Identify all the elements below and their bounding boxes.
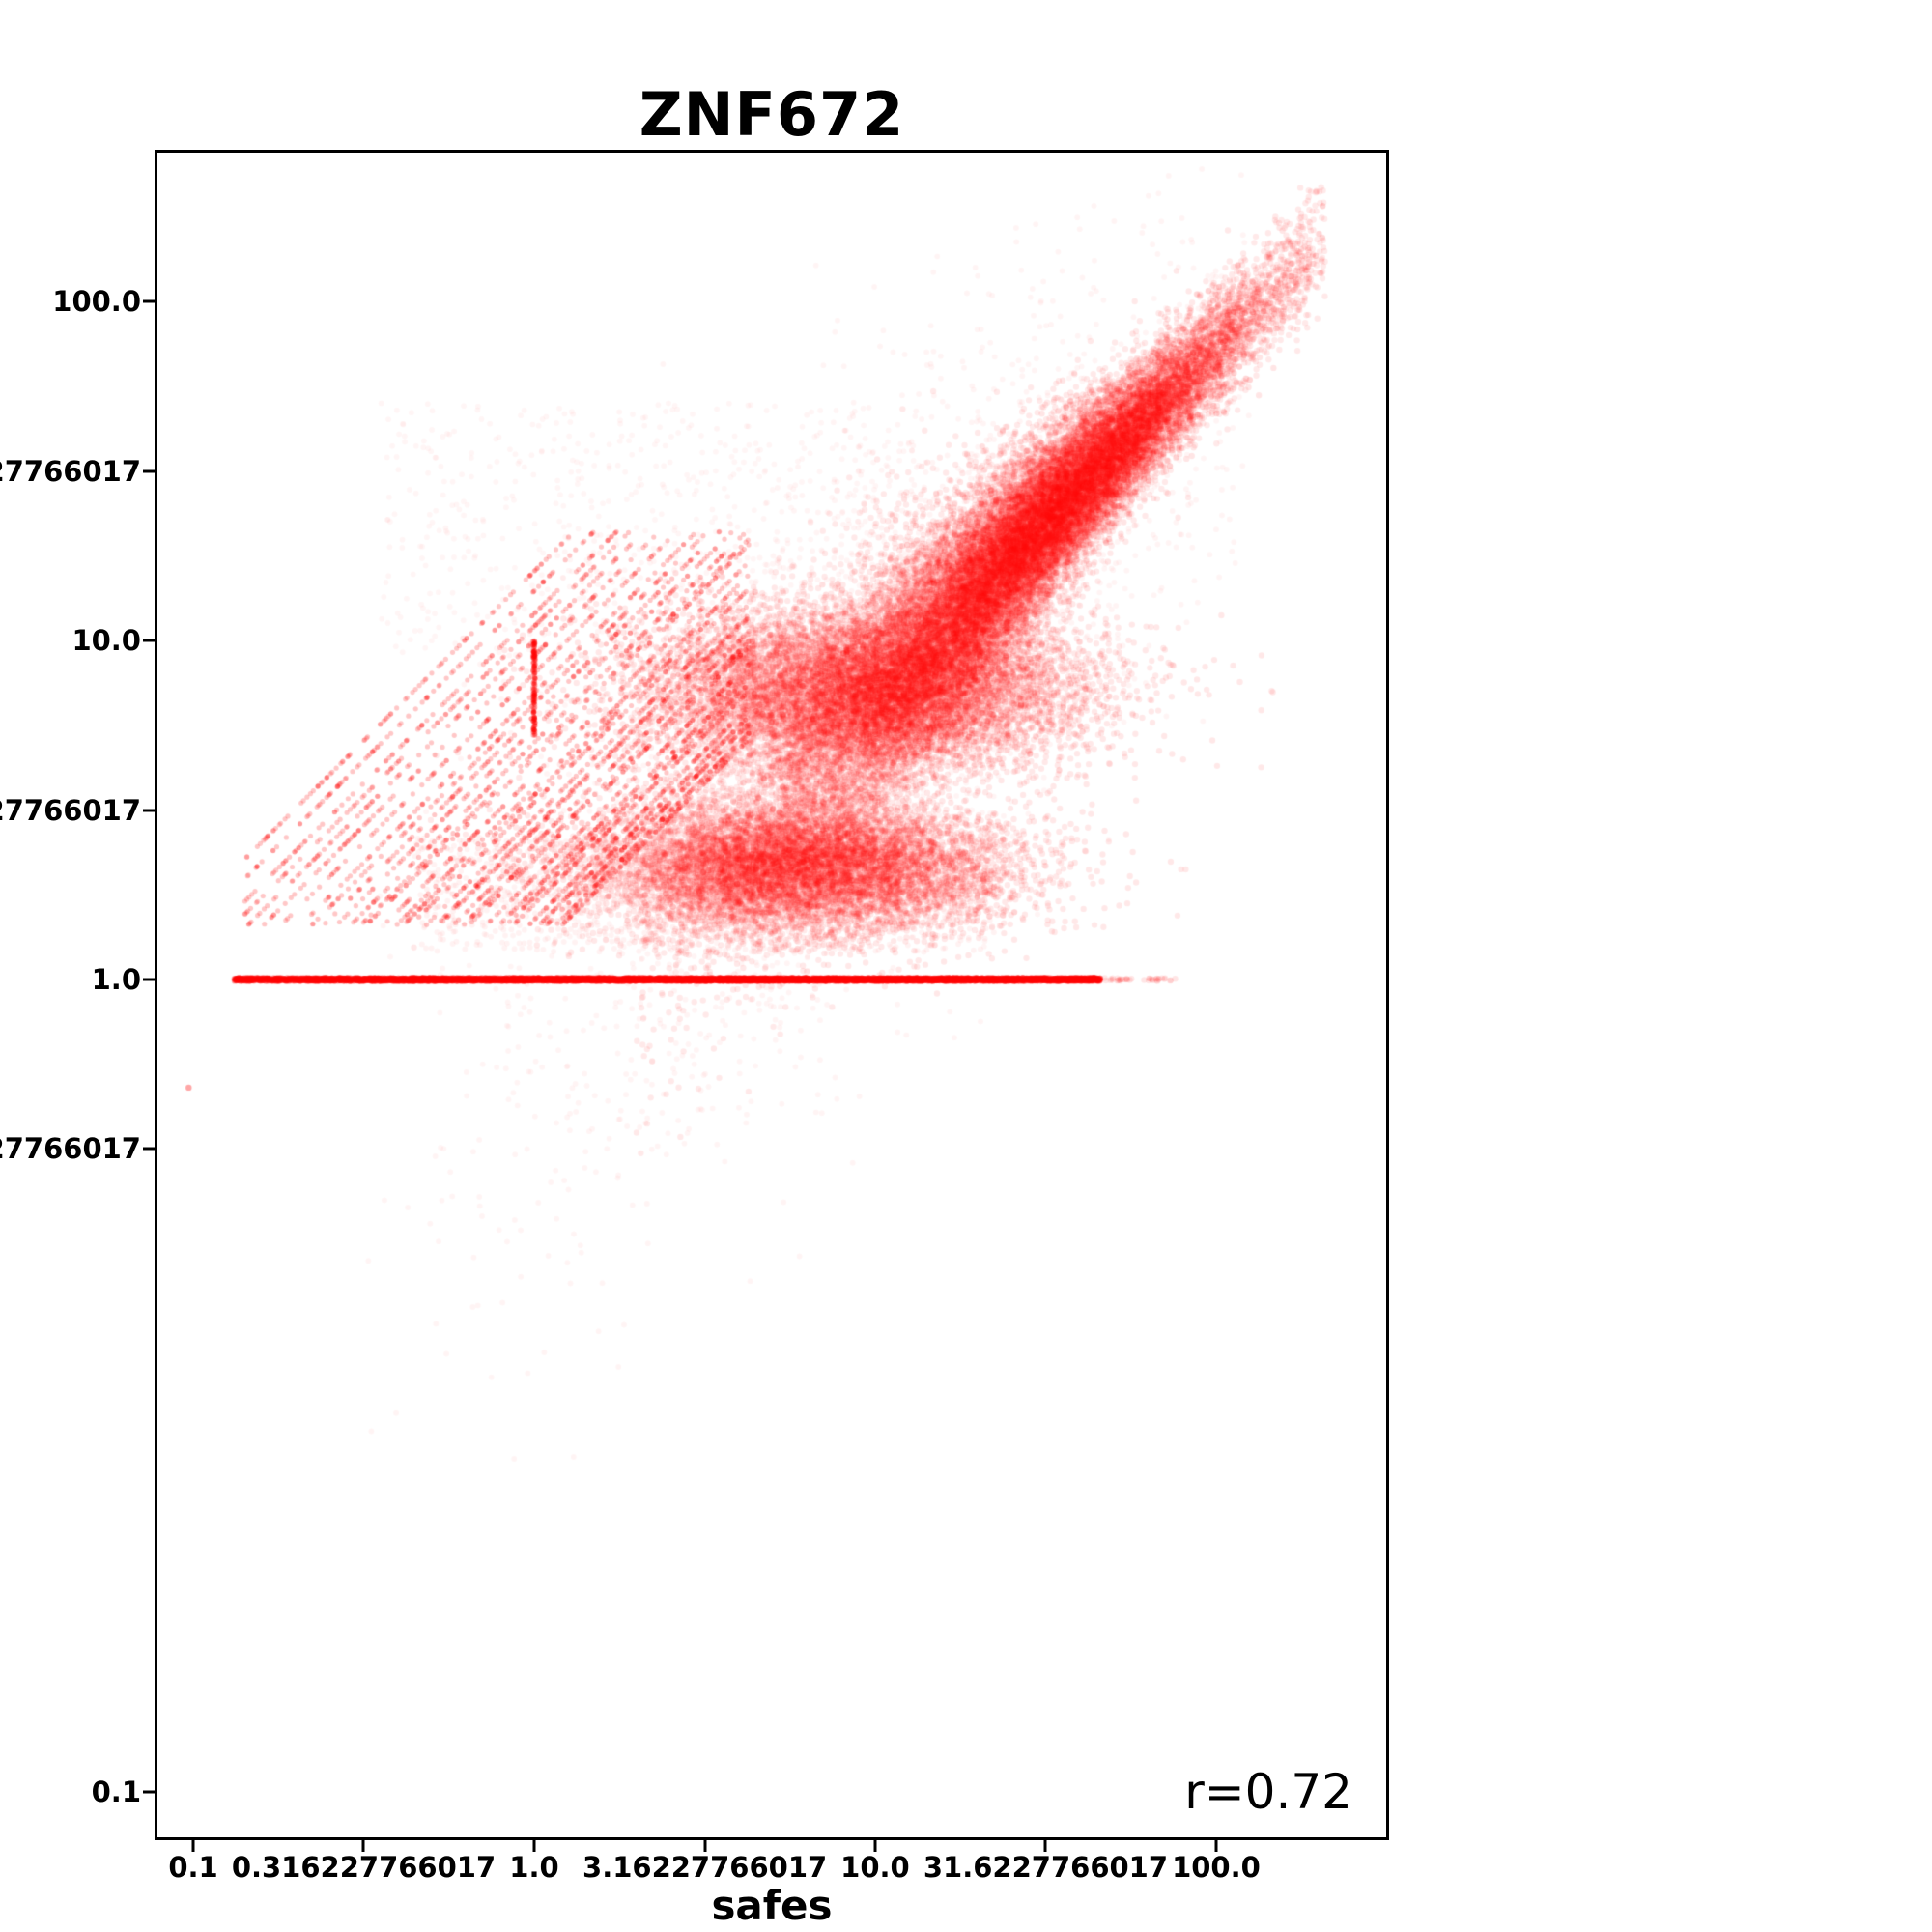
chart-title: ZNF672 — [639, 79, 905, 150]
x-tick-label: 0.316227766017 — [231, 1851, 497, 1884]
x-tick-label: 3.16227766017 — [582, 1851, 828, 1884]
y-tick-label: 10.0 — [71, 624, 141, 658]
x-tick-label: 10.0 — [840, 1851, 910, 1884]
scatter-points-canvas — [155, 150, 1389, 1840]
y-tick-label: 3.16227766017 — [0, 793, 141, 827]
y-tick-label: 0.1 — [91, 1775, 141, 1808]
x-tick-mark — [191, 1840, 195, 1852]
correlation-annotation: r=0.72 — [1184, 1764, 1352, 1820]
x-tick-label: 31.6227766017 — [923, 1851, 1169, 1884]
x-tick-mark — [873, 1840, 877, 1852]
y-tick-label: 1.0 — [91, 963, 141, 997]
x-axis-label: safes — [711, 1882, 833, 1929]
y-tick-label: 31.6227766017 — [0, 454, 141, 488]
y-tick-mark — [143, 299, 155, 303]
y-tick-label: 0.316227766017 — [0, 1132, 141, 1166]
x-tick-mark — [361, 1840, 365, 1852]
y-tick-label: 100.0 — [52, 284, 141, 318]
y-tick-mark — [143, 809, 155, 812]
plot-area-border — [155, 150, 1389, 1840]
y-tick-mark — [143, 639, 155, 642]
x-tick-mark — [1214, 1840, 1218, 1852]
y-tick-mark — [143, 978, 155, 981]
x-tick-mark — [1043, 1840, 1047, 1852]
x-tick-label: 0.1 — [168, 1851, 218, 1884]
y-tick-mark — [143, 469, 155, 472]
y-tick-mark — [143, 1147, 155, 1151]
x-tick-label: 1.0 — [509, 1851, 559, 1884]
x-tick-label: 100.0 — [1172, 1851, 1261, 1884]
x-tick-mark — [703, 1840, 707, 1852]
x-tick-mark — [532, 1840, 536, 1852]
y-tick-mark — [143, 1790, 155, 1794]
